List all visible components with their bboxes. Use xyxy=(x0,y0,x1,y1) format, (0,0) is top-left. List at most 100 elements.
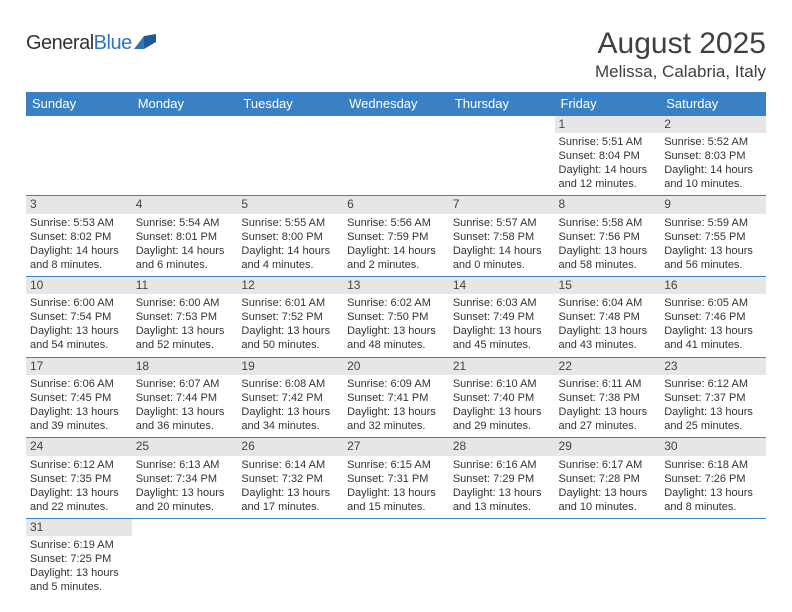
day-number-bar: 21 xyxy=(449,358,555,375)
day-sunset: Sunset: 7:53 PM xyxy=(136,310,234,324)
day-number-bar: 13 xyxy=(343,277,449,294)
day-number: 20 xyxy=(347,359,360,373)
day-daylight1: Daylight: 13 hours xyxy=(241,324,339,338)
day-number-bar: 4 xyxy=(132,196,238,213)
day-number: 21 xyxy=(453,359,466,373)
calendar-day-cell: 9Sunrise: 5:59 AMSunset: 7:55 PMDaylight… xyxy=(660,196,766,277)
calendar-day-cell: 2Sunrise: 5:52 AMSunset: 8:03 PMDaylight… xyxy=(660,116,766,196)
day-daylight1: Daylight: 14 hours xyxy=(453,244,551,258)
location: Melissa, Calabria, Italy xyxy=(595,62,766,82)
day-number: 28 xyxy=(453,439,466,453)
day-sunrise: Sunrise: 6:08 AM xyxy=(241,377,339,391)
day-daylight2: and 54 minutes. xyxy=(30,338,128,352)
day-daylight1: Daylight: 13 hours xyxy=(30,566,128,580)
day-daylight1: Daylight: 13 hours xyxy=(664,405,762,419)
day-number: 10 xyxy=(30,278,43,292)
day-sunset: Sunset: 7:25 PM xyxy=(30,552,128,566)
day-number-bar: 5 xyxy=(237,196,343,213)
day-daylight1: Daylight: 13 hours xyxy=(664,486,762,500)
day-number-bar: 29 xyxy=(555,438,661,455)
day-number-bar: 1 xyxy=(555,116,661,133)
day-number-bar: 3 xyxy=(26,196,132,213)
calendar-day-cell: 16Sunrise: 6:05 AMSunset: 7:46 PMDayligh… xyxy=(660,276,766,357)
day-sunrise: Sunrise: 5:57 AM xyxy=(453,216,551,230)
day-number: 18 xyxy=(136,359,149,373)
day-daylight2: and 0 minutes. xyxy=(453,258,551,272)
day-number: 26 xyxy=(241,439,254,453)
day-sunset: Sunset: 7:29 PM xyxy=(453,472,551,486)
day-number: 1 xyxy=(559,117,566,131)
day-sunrise: Sunrise: 6:12 AM xyxy=(30,458,128,472)
day-header: Sunday xyxy=(26,92,132,116)
day-daylight1: Daylight: 13 hours xyxy=(241,486,339,500)
day-daylight1: Daylight: 13 hours xyxy=(664,324,762,338)
day-daylight2: and 27 minutes. xyxy=(559,419,657,433)
day-number-bar: 8 xyxy=(555,196,661,213)
day-number-bar: 14 xyxy=(449,277,555,294)
day-daylight2: and 36 minutes. xyxy=(136,419,234,433)
day-daylight2: and 58 minutes. xyxy=(559,258,657,272)
calendar-day-cell: 14Sunrise: 6:03 AMSunset: 7:49 PMDayligh… xyxy=(449,276,555,357)
calendar-empty-cell xyxy=(132,518,238,598)
calendar-day-cell: 24Sunrise: 6:12 AMSunset: 7:35 PMDayligh… xyxy=(26,438,132,519)
calendar-empty-cell xyxy=(237,116,343,196)
day-sunset: Sunset: 7:40 PM xyxy=(453,391,551,405)
month-title: August 2025 xyxy=(595,28,766,60)
calendar-day-cell: 5Sunrise: 5:55 AMSunset: 8:00 PMDaylight… xyxy=(237,196,343,277)
day-sunset: Sunset: 7:52 PM xyxy=(241,310,339,324)
day-number-bar: 7 xyxy=(449,196,555,213)
day-sunset: Sunset: 7:34 PM xyxy=(136,472,234,486)
day-daylight1: Daylight: 13 hours xyxy=(347,486,445,500)
calendar-empty-cell xyxy=(132,116,238,196)
day-number-bar: 10 xyxy=(26,277,132,294)
day-daylight1: Daylight: 14 hours xyxy=(136,244,234,258)
day-daylight1: Daylight: 13 hours xyxy=(30,405,128,419)
day-number: 12 xyxy=(241,278,254,292)
day-sunrise: Sunrise: 5:52 AM xyxy=(664,135,762,149)
day-number-bar: 17 xyxy=(26,358,132,375)
day-daylight1: Daylight: 13 hours xyxy=(559,486,657,500)
logo-text-part1: General xyxy=(26,32,94,54)
day-sunset: Sunset: 7:31 PM xyxy=(347,472,445,486)
day-daylight2: and 48 minutes. xyxy=(347,338,445,352)
day-daylight1: Daylight: 13 hours xyxy=(30,486,128,500)
calendar-day-cell: 31Sunrise: 6:19 AMSunset: 7:25 PMDayligh… xyxy=(26,518,132,598)
day-number: 5 xyxy=(241,197,248,211)
day-number-bar: 9 xyxy=(660,196,766,213)
calendar-table: SundayMondayTuesdayWednesdayThursdayFrid… xyxy=(26,92,766,599)
calendar-week: 10Sunrise: 6:00 AMSunset: 7:54 PMDayligh… xyxy=(26,276,766,357)
day-sunset: Sunset: 7:32 PM xyxy=(241,472,339,486)
day-sunrise: Sunrise: 5:54 AM xyxy=(136,216,234,230)
calendar-empty-cell xyxy=(26,116,132,196)
day-sunrise: Sunrise: 6:06 AM xyxy=(30,377,128,391)
day-daylight1: Daylight: 14 hours xyxy=(241,244,339,258)
day-daylight2: and 32 minutes. xyxy=(347,419,445,433)
day-number-bar: 31 xyxy=(26,519,132,536)
calendar-empty-cell xyxy=(449,116,555,196)
calendar-week: 24Sunrise: 6:12 AMSunset: 7:35 PMDayligh… xyxy=(26,438,766,519)
day-sunset: Sunset: 7:54 PM xyxy=(30,310,128,324)
day-sunrise: Sunrise: 6:11 AM xyxy=(559,377,657,391)
day-daylight2: and 39 minutes. xyxy=(30,419,128,433)
day-daylight1: Daylight: 14 hours xyxy=(347,244,445,258)
day-daylight2: and 6 minutes. xyxy=(136,258,234,272)
day-sunrise: Sunrise: 5:51 AM xyxy=(559,135,657,149)
calendar-day-cell: 21Sunrise: 6:10 AMSunset: 7:40 PMDayligh… xyxy=(449,357,555,438)
day-daylight1: Daylight: 13 hours xyxy=(241,405,339,419)
day-number-bar: 20 xyxy=(343,358,449,375)
day-sunrise: Sunrise: 6:02 AM xyxy=(347,296,445,310)
day-number: 8 xyxy=(559,197,566,211)
day-sunset: Sunset: 8:03 PM xyxy=(664,149,762,163)
day-header: Saturday xyxy=(660,92,766,116)
day-sunrise: Sunrise: 5:59 AM xyxy=(664,216,762,230)
day-daylight1: Daylight: 13 hours xyxy=(453,486,551,500)
day-daylight2: and 29 minutes. xyxy=(453,419,551,433)
day-sunset: Sunset: 7:58 PM xyxy=(453,230,551,244)
calendar-day-cell: 29Sunrise: 6:17 AMSunset: 7:28 PMDayligh… xyxy=(555,438,661,519)
day-header-row: SundayMondayTuesdayWednesdayThursdayFrid… xyxy=(26,92,766,116)
day-number-bar: 6 xyxy=(343,196,449,213)
calendar-day-cell: 4Sunrise: 5:54 AMSunset: 8:01 PMDaylight… xyxy=(132,196,238,277)
day-sunrise: Sunrise: 6:12 AM xyxy=(664,377,762,391)
day-sunset: Sunset: 7:28 PM xyxy=(559,472,657,486)
calendar-day-cell: 19Sunrise: 6:08 AMSunset: 7:42 PMDayligh… xyxy=(237,357,343,438)
